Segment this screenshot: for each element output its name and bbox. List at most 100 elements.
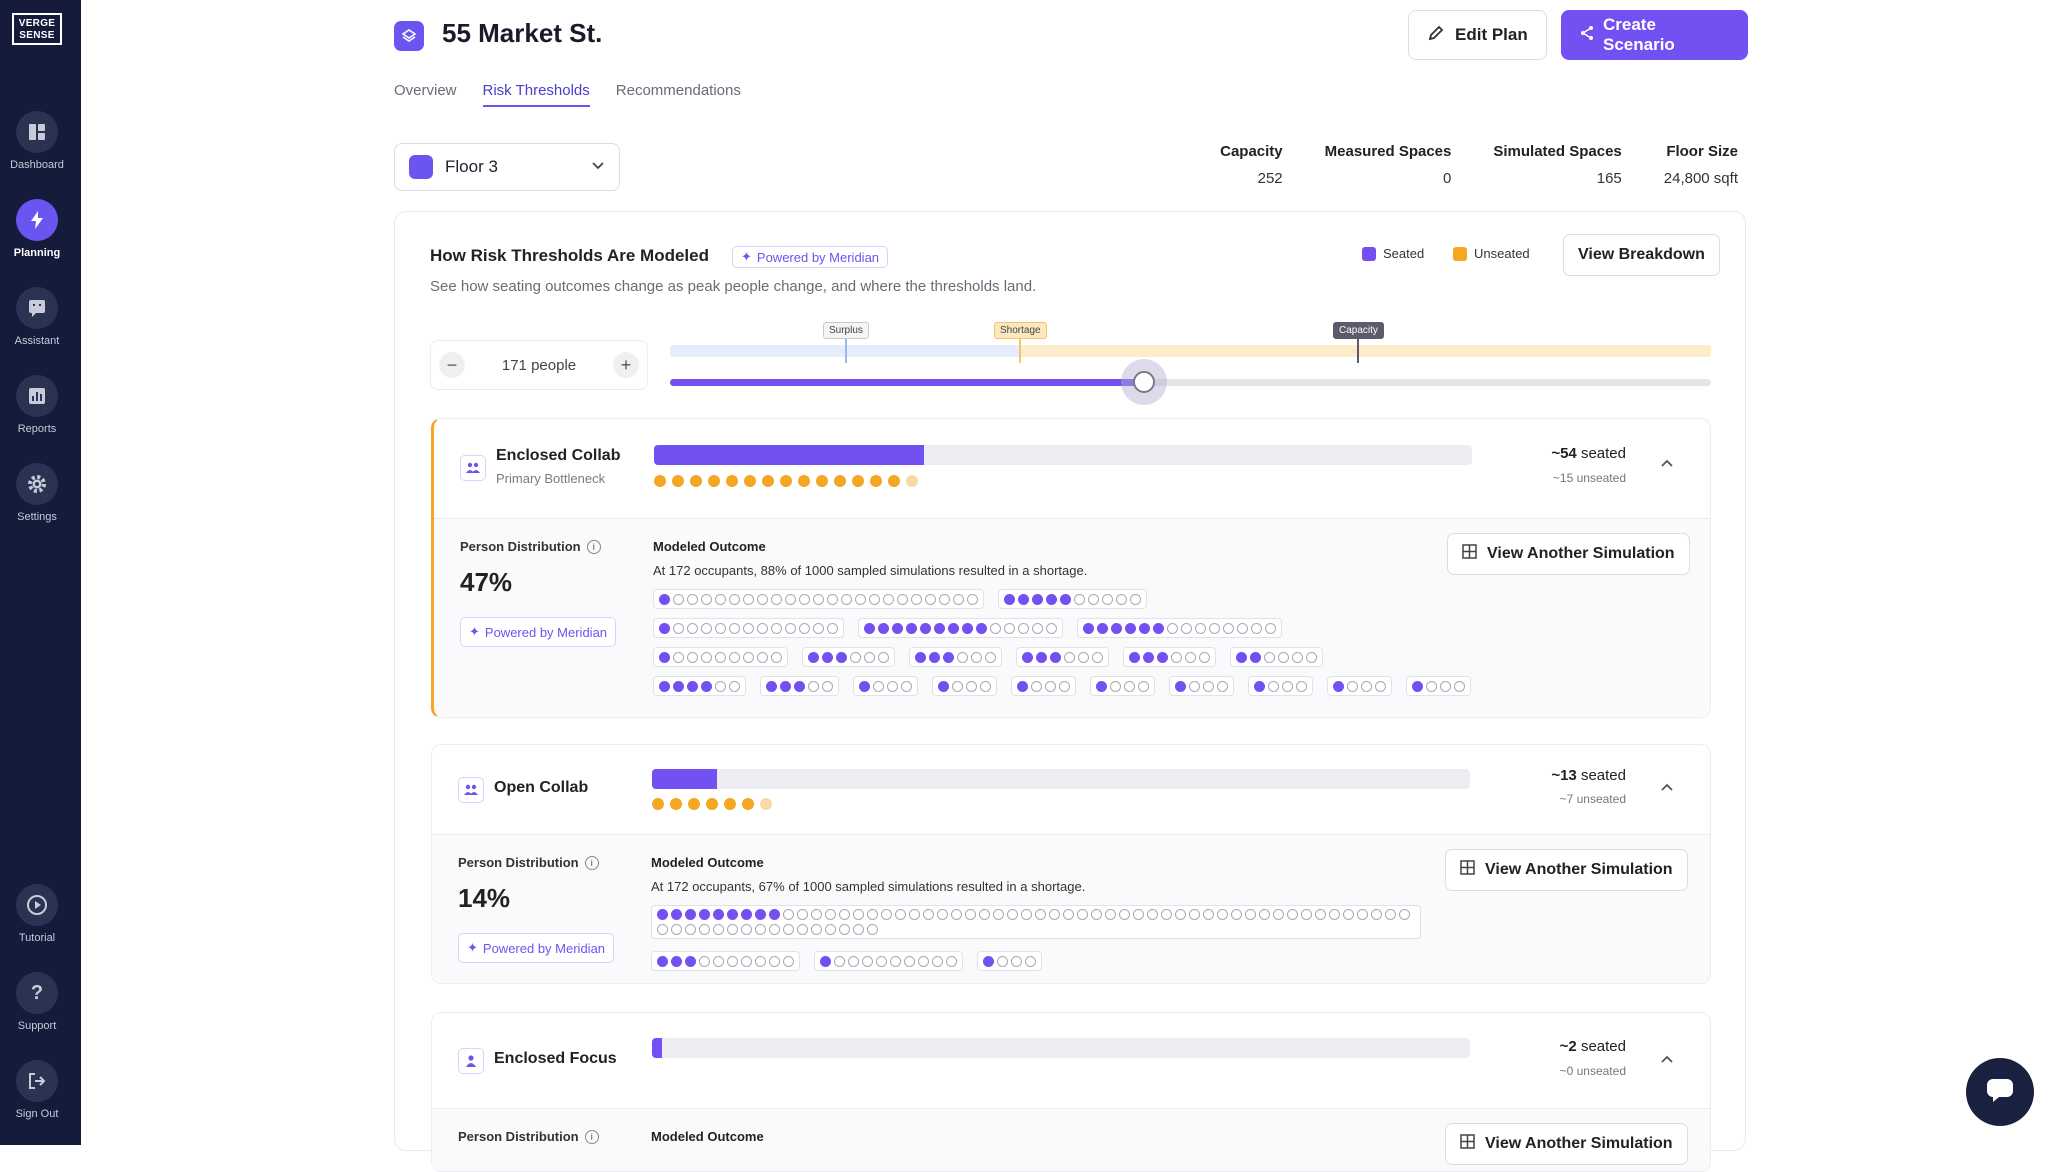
people-slider[interactable] [670, 359, 1711, 405]
info-icon[interactable]: i [584, 1129, 599, 1144]
view-another-simulation-button[interactable]: View Another Simulation [1445, 849, 1688, 891]
empty-dot [1306, 651, 1317, 663]
empty-dot [897, 593, 908, 605]
powered-by-badge[interactable]: ✦ Powered by Meridian [460, 617, 617, 647]
empty-dot [937, 909, 948, 920]
unseated-dots [652, 798, 772, 810]
empty-dot [1078, 651, 1089, 663]
sidebar-item-assistant[interactable]: Assistant [0, 287, 74, 347]
modeled-outcome-label: Modeled Outcome [651, 1129, 764, 1144]
minus-button[interactable]: − [439, 352, 465, 378]
powered-by-badge[interactable]: ✦ Powered by Meridian [458, 933, 615, 963]
chevron-up-icon[interactable] [1660, 781, 1674, 795]
sidebar-item-planning[interactable]: Planning [0, 199, 74, 259]
stat-simulated-spaces: Simulated Spaces 165 [1493, 143, 1622, 187]
stat-measured-spaces: Measured Spaces 0 [1324, 143, 1452, 187]
sidebar-item-support[interactable]: ? Support [0, 972, 74, 1032]
chevron-up-icon[interactable] [1660, 1053, 1674, 1067]
unseated-dot [852, 475, 864, 487]
seated-count: ~54 seated [1551, 445, 1626, 462]
view-another-simulation-button[interactable]: View Another Simulation [1445, 1123, 1688, 1165]
space-summary[interactable]: Enclosed Focus ~2 seated ~0 unseated [432, 1013, 1710, 1109]
simulation-group [1230, 647, 1323, 667]
floor-select[interactable]: Floor 3 [394, 143, 620, 191]
simulation-group [1090, 676, 1155, 696]
unseated-dot [726, 475, 738, 487]
empty-dot [1361, 680, 1372, 692]
simulation-group [802, 647, 895, 667]
create-scenario-button[interactable]: Create Scenario [1561, 10, 1748, 60]
empty-dot [813, 593, 824, 605]
sidebar-item-sign-out[interactable]: Sign Out [0, 1060, 74, 1120]
chat-launcher-button[interactable] [1966, 1058, 2034, 1126]
seated-dot [1046, 593, 1057, 605]
space-summary[interactable]: Open Collab ~13 seated ~7 unseated [432, 745, 1710, 835]
info-icon[interactable]: i [586, 539, 601, 554]
empty-dot [715, 593, 726, 605]
verge-sense-logo[interactable]: VERGE SENSE [12, 13, 62, 45]
unseated-dot [834, 475, 846, 487]
plus-button[interactable]: + [613, 352, 639, 378]
powered-by-badge[interactable]: ✦ Powered by Meridian [732, 246, 889, 268]
empty-dot [713, 955, 724, 967]
empty-dot [783, 924, 794, 935]
empty-dot [785, 622, 796, 634]
slider-handle[interactable] [1120, 359, 1167, 405]
seated-dot [701, 680, 712, 692]
seated-dot [1097, 622, 1108, 634]
seated-dot [938, 680, 949, 692]
sidebar-item-label: Tutorial [18, 932, 56, 944]
sidebar-item-reports[interactable]: Reports [0, 375, 74, 435]
seated-dot [1143, 651, 1154, 663]
simulation-group [858, 618, 1063, 638]
simulation-row [653, 647, 1323, 667]
empty-dot [657, 924, 668, 935]
empty-dot [757, 651, 768, 663]
empty-dot [876, 955, 887, 967]
empty-dot [939, 593, 950, 605]
empty-dot [783, 955, 794, 967]
modeled-outcome-text: At 172 occupants, 67% of 1000 sampled si… [651, 879, 1086, 894]
slider-knob [1132, 371, 1155, 393]
tab-recommendations[interactable]: Recommendations [615, 82, 741, 99]
space-name: Enclosed Focus [494, 1050, 617, 1067]
seated-dot [659, 651, 670, 663]
empty-dot [1189, 680, 1200, 692]
tab-risk-thresholds[interactable]: Risk Thresholds [482, 82, 590, 107]
chevron-up-icon[interactable] [1660, 457, 1674, 471]
seated-dot [713, 909, 724, 920]
empty-dot [729, 651, 740, 663]
edit-plan-button[interactable]: Edit Plan [1408, 10, 1547, 60]
people-stepper[interactable]: − 171 people + [430, 340, 648, 390]
seated-dot [1050, 651, 1061, 663]
empty-dot [1315, 909, 1326, 920]
empty-dot [890, 955, 901, 967]
empty-dot [869, 593, 880, 605]
sidebar-item-dashboard[interactable]: Dashboard [0, 111, 74, 171]
tab-overview[interactable]: Overview [394, 82, 457, 99]
unseated-dot [706, 798, 718, 810]
sidebar-item-tutorial[interactable]: Tutorial [0, 884, 74, 944]
seated-dot [878, 622, 889, 634]
empty-dot [966, 680, 977, 692]
simulation-group [653, 647, 788, 667]
space-card-enclosed-collab: Enclosed Collab Primary Bottleneck ~54 s… [431, 418, 1711, 718]
empty-dot [1296, 680, 1307, 692]
empty-dot [687, 622, 698, 634]
space-summary[interactable]: Enclosed Collab Primary Bottleneck ~54 s… [434, 419, 1710, 519]
view-another-simulation-button[interactable]: View Another Simulation [1447, 533, 1690, 575]
empty-dot [673, 651, 684, 663]
grid-icon [1462, 544, 1477, 564]
info-icon[interactable]: i [584, 855, 599, 870]
view-breakdown-button[interactable]: View Breakdown [1563, 234, 1720, 276]
unseated-dot [742, 798, 754, 810]
seated-dot [671, 955, 682, 967]
sidebar-item-settings[interactable]: Settings [0, 463, 74, 523]
empty-dot [1105, 909, 1116, 920]
empty-dot [957, 651, 968, 663]
empty-dot [1237, 622, 1248, 634]
empty-dot [1440, 680, 1451, 692]
empty-dot [1064, 651, 1075, 663]
empty-dot [743, 593, 754, 605]
empty-dot [834, 955, 845, 967]
